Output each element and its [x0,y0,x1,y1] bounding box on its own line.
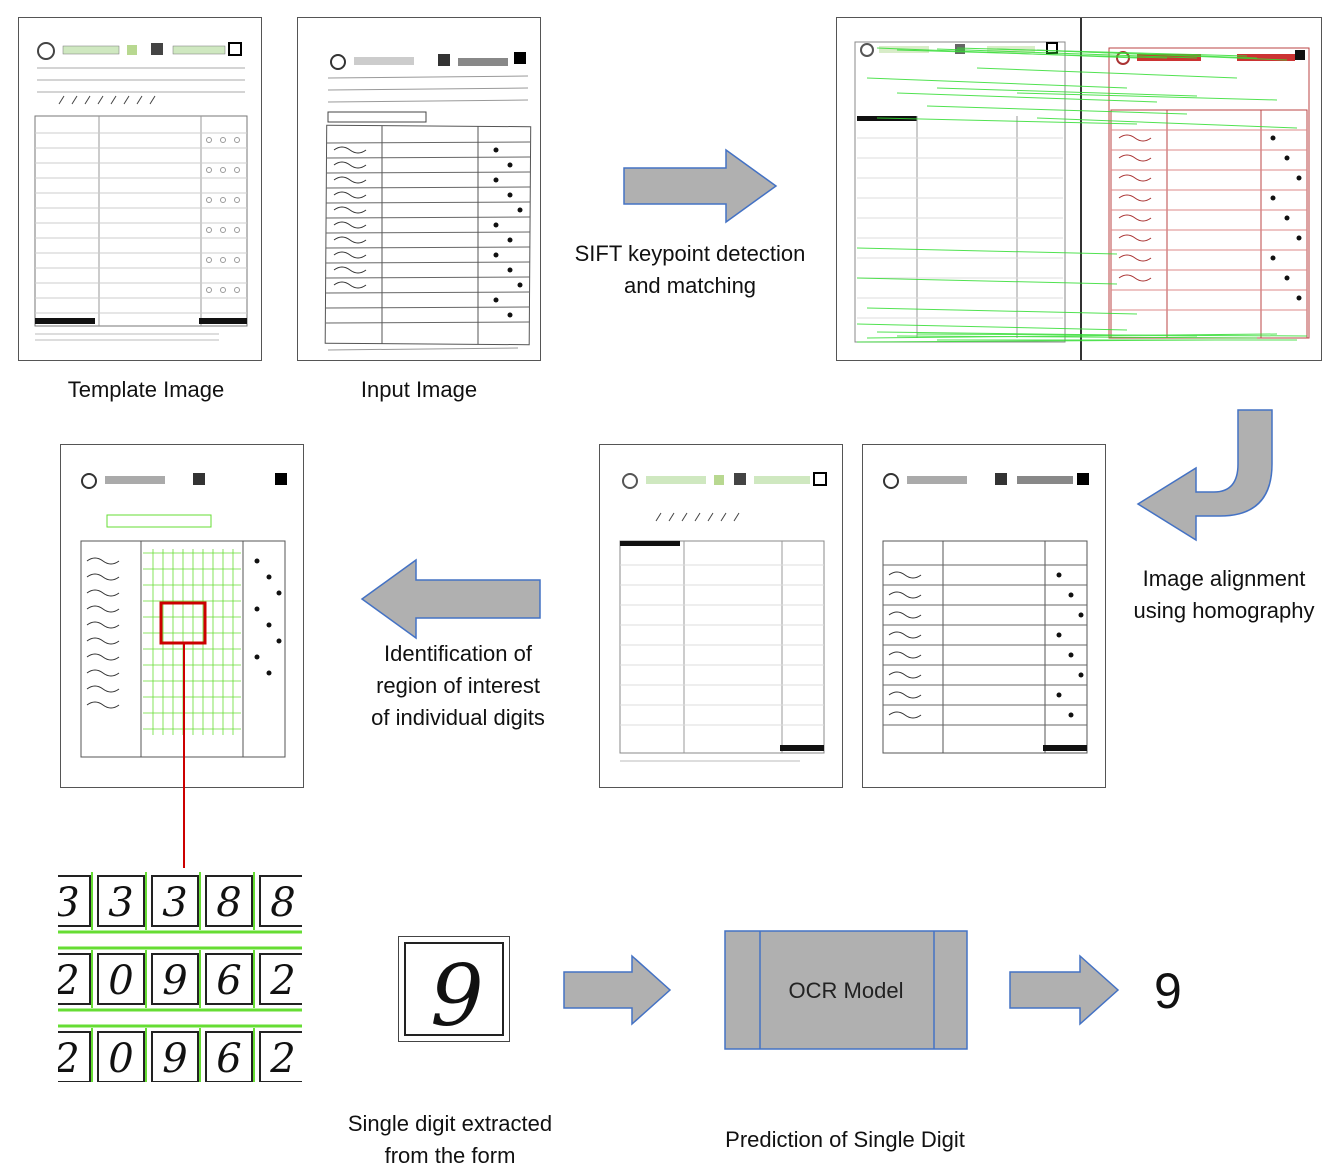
single-digit-caption-line2: from the form [384,1143,516,1168]
handwritten-digit: 8 [270,880,295,926]
digit-cell-box [259,1031,302,1082]
alignment-caption-line2: using homography [1133,598,1315,623]
ocr-model-box: OCR Model [724,930,968,1050]
keypoint-matches-image [854,18,1310,360]
roi-caption: Identification of region of interest of … [340,638,576,734]
form-thumbnail [34,42,248,341]
curved-down-arrow [1136,409,1273,542]
form-thumbnail [619,472,827,762]
left-arrow [360,558,541,640]
digit-grid-crop: 333882096220962 [58,868,302,1082]
form-thumbnail [882,473,1089,754]
digit-cell-box [97,953,145,1005]
extracted-digit-glyph: 9 [430,947,483,1042]
single-digit-caption-line1: Single digit extracted [347,1111,553,1136]
digit-cell-box [97,1031,145,1082]
right-arrow-to-output [1009,954,1120,1026]
handwritten-digit: 6 [216,958,241,1004]
handwritten-digit: 2 [58,958,80,1004]
digit-cell-box [151,953,199,1005]
digit-cell-box [205,875,253,927]
template-image-panel [18,17,262,361]
digit-cell-box [58,875,91,927]
handwritten-digit: 9 [162,958,187,1004]
handwritten-digit: 6 [216,1036,241,1082]
single-digit-caption: Single digit extracted from the form [330,1108,570,1172]
extracted-digit-panel: 9 [398,936,510,1042]
roi-panel [60,444,304,788]
sift-caption-line2: and matching [623,273,757,298]
digit-cell-box [259,875,302,927]
digit-cell-box [58,953,91,1005]
roi-caption-line1: Identification of [384,641,532,666]
roi-caption-line2: region of interest [376,673,540,698]
handwritten-digit: 2 [58,1036,80,1082]
digit-cell-box [205,953,253,1005]
digit-cell-box [151,1031,199,1082]
sift-matching-panel [836,17,1322,361]
template-image-caption: Template Image [67,377,225,402]
handwritten-digit: 9 [162,1036,187,1082]
handwritten-digit: 8 [216,880,241,926]
sift-caption-line1: SIFT keypoint detection [574,241,806,266]
digit-cell-box [97,875,145,927]
alignment-caption: Image alignment using homography [1108,563,1340,627]
digit-cell-box [259,953,302,1005]
predicted-digit: 9 [1154,963,1182,1019]
digit-cell-box [151,875,199,927]
prediction-caption: Prediction of Single Digit [725,1127,965,1152]
handwritten-digit: 2 [269,1036,295,1082]
aligned-input-panel [862,444,1106,788]
digit-cell-box [205,1031,253,1082]
handwritten-digit: 0 [108,1036,133,1082]
input-image-panel [297,17,541,361]
handwritten-digit: 3 [58,880,80,926]
handwritten-digit: 3 [162,880,187,926]
digit-cell-box [58,1031,91,1082]
digit-grid-image: 333882096220962 [58,872,302,1082]
handwritten-digit: 0 [108,958,133,1004]
right-arrow-to-ocr [563,954,672,1026]
ocr-model-label: OCR Model [789,978,904,1003]
handwritten-digit: 2 [269,958,295,1004]
aligned-template-panel [599,444,843,788]
form-thumbnail [324,52,532,351]
extracted-digit-image: 9 [404,942,504,1042]
sift-arrow [623,148,778,224]
handwritten-digit: 3 [108,880,133,926]
alignment-caption-line1: Image alignment [1142,566,1306,591]
sift-caption: SIFT keypoint detection and matching [550,238,830,302]
input-image-caption: Input Image [360,377,478,402]
roi-caption-line3: of individual digits [371,705,545,730]
